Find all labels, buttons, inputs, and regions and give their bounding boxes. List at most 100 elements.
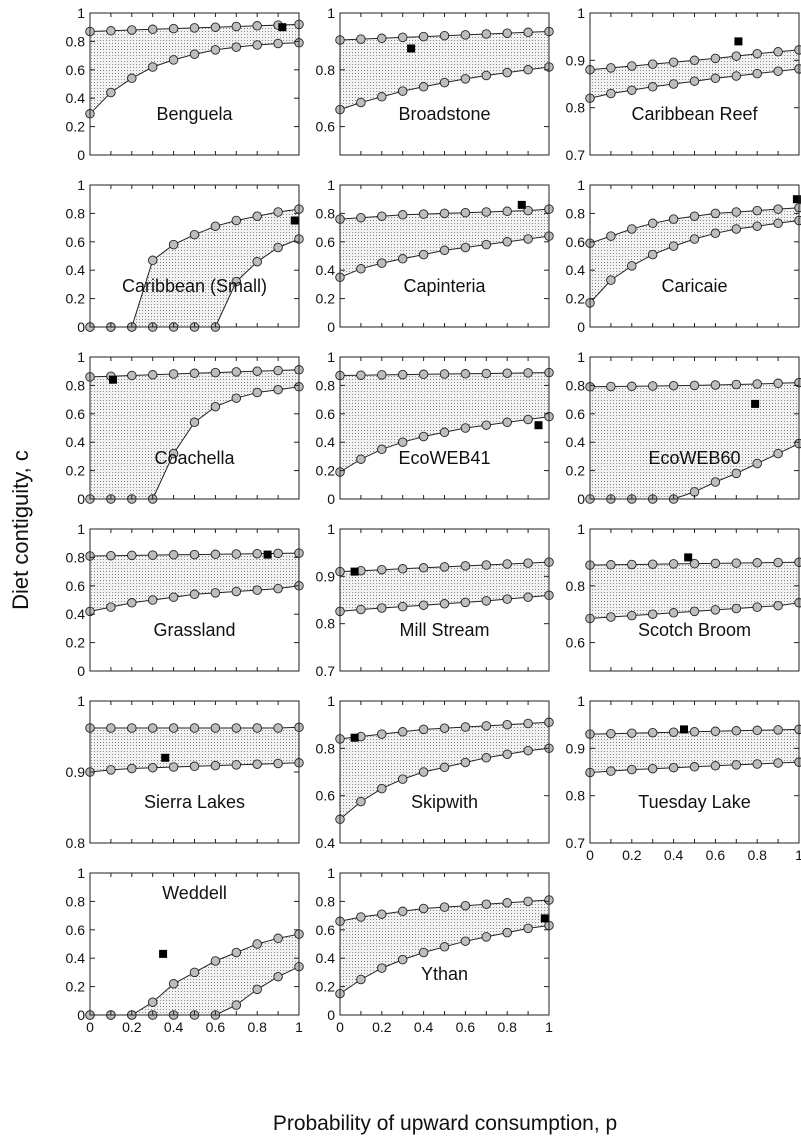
upper-bound-point: [210, 723, 221, 733]
lower-bound-point: [418, 947, 429, 958]
lower-bound-point: [647, 763, 658, 774]
y-tick-label: 0.6: [66, 922, 86, 938]
lower-bound-point: [689, 606, 700, 617]
upper-bound-point: [627, 381, 637, 392]
upper-bound-point: [481, 899, 492, 909]
lower-bound-point: [606, 88, 616, 99]
y-tick-label: 0: [327, 491, 335, 507]
panel-title: Skipwith: [411, 792, 478, 812]
upper-bound-point: [210, 22, 221, 32]
x-tick-label: 0.8: [247, 1019, 267, 1035]
y-tick-label: 0.6: [566, 635, 586, 651]
upper-bound-point: [460, 900, 471, 911]
upper-bound-point: [502, 898, 512, 908]
y-tick-label: 0.4: [66, 90, 86, 106]
upper-bound-point: [668, 559, 679, 569]
lower-bound-point: [210, 760, 221, 771]
panel: 0 0.2 0.4 0.6 0.8 1 Caricaie: [566, 177, 801, 335]
lower-bound-point: [731, 603, 742, 614]
upper-bound-point: [231, 947, 242, 958]
lower-bound-point: [731, 71, 742, 81]
upper-bound-point: [147, 255, 158, 266]
upper-bound-point: [397, 564, 408, 574]
x-tick-label: 1: [795, 847, 801, 863]
y-tick-label: 0.9: [316, 568, 336, 584]
lower-bound-point: [147, 62, 158, 72]
lower-bound-point: [668, 762, 679, 773]
upper-bound-point: [439, 369, 450, 379]
panel-title: Mill Stream: [399, 620, 489, 640]
upper-bound-point: [439, 208, 450, 219]
lower-bound-point: [752, 602, 762, 612]
upper-bound-point: [377, 909, 387, 919]
y-tick-label: 1: [77, 177, 85, 193]
y-tick-label: 1: [577, 693, 585, 709]
lower-bound-point: [127, 73, 137, 84]
upper-bound-point: [106, 550, 116, 561]
y-tick-label: 0.6: [66, 234, 86, 250]
upper-bound-point: [377, 211, 387, 221]
y-tick-label: 0: [577, 319, 585, 335]
lower-bound-point: [252, 40, 262, 50]
upper-bound-point: [606, 381, 616, 392]
upper-bound-point: [418, 724, 429, 735]
upper-bound-point: [647, 218, 658, 229]
lower-bound-point: [210, 588, 221, 598]
upper-bound-point: [731, 207, 742, 217]
lower-bound-point: [523, 234, 533, 244]
lower-bound-point: [460, 597, 471, 608]
x-tick-label: 0.4: [164, 1019, 184, 1035]
band-area: [340, 372, 549, 472]
upper-bound-point: [127, 550, 137, 561]
observed-point: [792, 195, 801, 204]
lower-bound-point: [397, 254, 408, 264]
y-tick-label: 0.8: [566, 100, 586, 116]
observed-point: [159, 949, 168, 958]
upper-bound-point: [231, 723, 242, 733]
upper-bound-point: [273, 933, 283, 944]
panel-title: Weddell: [162, 883, 227, 903]
y-tick-label: 0: [577, 491, 585, 507]
lower-bound-point: [460, 242, 471, 253]
lower-bound-point: [481, 596, 492, 606]
y-tick-label: 0.2: [316, 291, 336, 307]
upper-bound-point: [377, 729, 387, 739]
upper-bound-point: [397, 32, 408, 43]
upper-bound-point: [273, 207, 283, 217]
lower-bound-point: [752, 759, 762, 769]
upper-bound-point: [127, 25, 137, 35]
y-tick-label: 0.8: [316, 377, 336, 393]
upper-bound-point: [689, 558, 700, 569]
lower-bound-point: [481, 70, 492, 81]
panel-title: Broadstone: [398, 104, 490, 124]
upper-bound-point: [252, 211, 262, 221]
lower-bound-point: [627, 261, 637, 271]
upper-bound-point: [627, 559, 637, 570]
y-tick-label: 0.8: [566, 377, 586, 393]
upper-bound-point: [668, 57, 679, 67]
upper-bound-point: [418, 209, 429, 219]
x-tick-label: 1: [545, 1019, 553, 1035]
upper-bound-point: [231, 21, 242, 32]
x-tick-label: 0: [86, 1019, 94, 1035]
lower-bound-point: [356, 796, 366, 807]
lower-bound-point: [252, 759, 262, 769]
panel: 0 0.2 0.4 0.6 0.8 1 0 0.2 0.4 0.6 0.8 1 Ythan: [316, 865, 554, 1035]
lower-bound-point: [210, 401, 221, 412]
upper-bound-point: [460, 30, 471, 40]
upper-bound-point: [502, 368, 512, 378]
panel-title: Caribbean (Small): [122, 276, 267, 296]
lower-bound-point: [252, 387, 262, 398]
lower-bound-point: [397, 954, 408, 965]
upper-bound-point: [773, 47, 783, 57]
lower-bound-point: [168, 762, 179, 772]
lower-bound-point: [168, 448, 179, 459]
lower-bound-point: [794, 64, 801, 74]
panel: 0 0.2 0.4 0.6 0.8 1 0 0.2 0.4 0.6 0.8 1 Weddell: [66, 865, 304, 1035]
upper-bound-point: [773, 725, 783, 735]
upper-bound-point: [773, 378, 783, 389]
lower-bound-point: [356, 264, 366, 274]
upper-bound-point: [106, 723, 116, 733]
lower-bound-point: [752, 68, 762, 79]
